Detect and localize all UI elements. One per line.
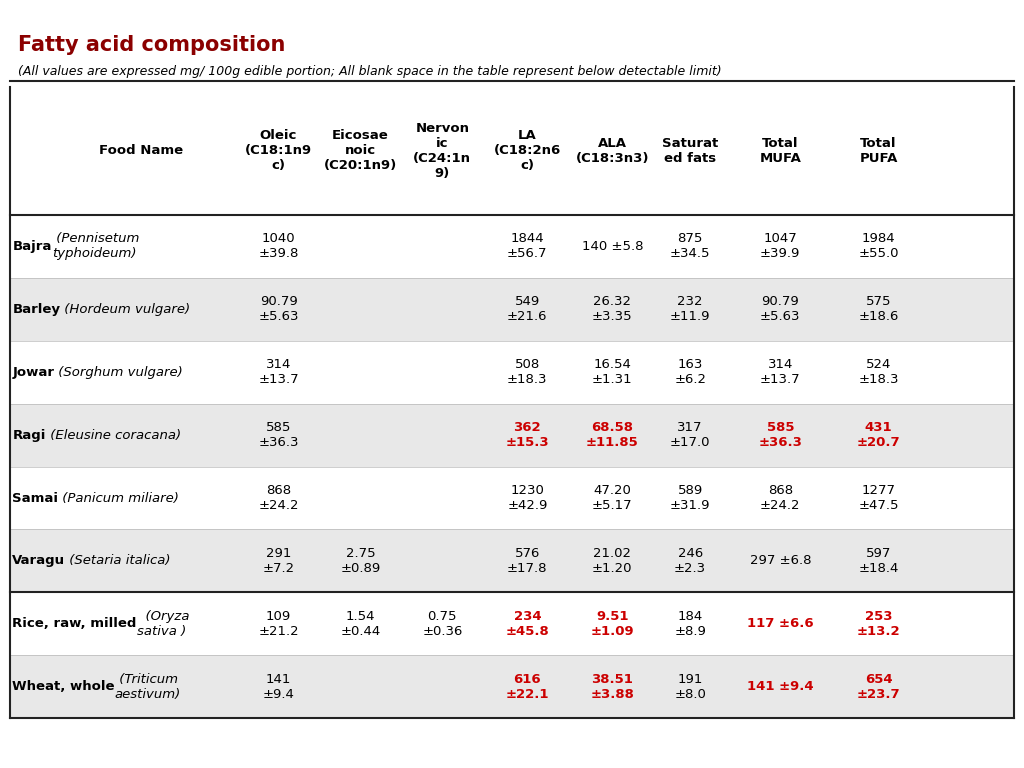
Text: 90.79
±5.63: 90.79 ±5.63 [760, 296, 801, 323]
Text: 589
±31.9: 589 ±31.9 [670, 484, 711, 512]
Text: Total
PUFA: Total PUFA [859, 137, 898, 165]
Text: 9.51
±1.09: 9.51 ±1.09 [591, 610, 634, 637]
FancyBboxPatch shape [10, 592, 1014, 655]
Text: 1984
±55.0: 1984 ±55.0 [858, 233, 899, 260]
FancyBboxPatch shape [10, 404, 1014, 467]
Text: Total
MUFA: Total MUFA [760, 137, 801, 165]
Text: 68.58
±11.85: 68.58 ±11.85 [586, 421, 639, 449]
Text: 90.79
±5.63: 90.79 ±5.63 [258, 296, 299, 323]
Text: (Hordeum vulgare): (Hordeum vulgare) [60, 303, 190, 316]
Text: 26.32
±3.35: 26.32 ±3.35 [592, 296, 633, 323]
Text: 297 ±6.8: 297 ±6.8 [750, 554, 811, 568]
Text: Oleic
(C18:1n9
c): Oleic (C18:1n9 c) [245, 130, 312, 172]
Text: 16.54
±1.31: 16.54 ±1.31 [592, 358, 633, 386]
FancyBboxPatch shape [10, 278, 1014, 341]
Text: 508
±18.3: 508 ±18.3 [507, 358, 548, 386]
Text: 234
±45.8: 234 ±45.8 [506, 610, 549, 637]
Text: Saturat
ed fats: Saturat ed fats [663, 137, 718, 165]
Text: 314
±13.7: 314 ±13.7 [258, 358, 299, 386]
Text: 184
±8.9: 184 ±8.9 [674, 610, 707, 637]
Text: 163
±6.2: 163 ±6.2 [674, 358, 707, 386]
Text: 253
±13.2: 253 ±13.2 [857, 610, 900, 637]
Text: (Oryza
sativa ): (Oryza sativa ) [136, 610, 189, 637]
Text: 549
±21.6: 549 ±21.6 [507, 296, 548, 323]
Text: Jowar: Jowar [12, 366, 54, 379]
Text: Eicosae
noic
(C20:1n9): Eicosae noic (C20:1n9) [324, 130, 397, 172]
Text: 362
±15.3: 362 ±15.3 [506, 421, 549, 449]
Text: 1040
±39.8: 1040 ±39.8 [258, 233, 299, 260]
Text: (Triticum
aestivum): (Triticum aestivum) [115, 673, 181, 700]
Text: Nervon
ic
(C24:1n
9): Nervon ic (C24:1n 9) [414, 122, 471, 180]
Text: 191
±8.0: 191 ±8.0 [674, 673, 707, 700]
Text: 1844
±56.7: 1844 ±56.7 [507, 233, 548, 260]
Text: 21.02
±1.20: 21.02 ±1.20 [592, 547, 633, 575]
Text: 597
±18.4: 597 ±18.4 [858, 547, 899, 575]
Text: 117 ±6.6: 117 ±6.6 [746, 617, 814, 631]
Text: 576
±17.8: 576 ±17.8 [507, 547, 548, 575]
Text: 575
±18.6: 575 ±18.6 [858, 296, 899, 323]
Text: 1047
±39.9: 1047 ±39.9 [760, 233, 801, 260]
Text: Rice, raw, milled: Rice, raw, milled [12, 617, 136, 631]
Text: Samai: Samai [12, 492, 58, 505]
Text: 0.75
±0.36: 0.75 ±0.36 [422, 610, 463, 637]
Text: 868
±24.2: 868 ±24.2 [258, 484, 299, 512]
Text: 314
±13.7: 314 ±13.7 [760, 358, 801, 386]
FancyBboxPatch shape [10, 655, 1014, 718]
FancyBboxPatch shape [10, 341, 1014, 404]
Text: (Setaria italica): (Setaria italica) [66, 554, 171, 568]
Text: 585
±36.3: 585 ±36.3 [258, 421, 299, 449]
Text: 1.54
±0.44: 1.54 ±0.44 [340, 610, 381, 637]
Text: 109
±21.2: 109 ±21.2 [258, 610, 299, 637]
Text: 38.51
±3.88: 38.51 ±3.88 [591, 673, 634, 700]
Text: 1230
±42.9: 1230 ±42.9 [507, 484, 548, 512]
Text: 232
±11.9: 232 ±11.9 [670, 296, 711, 323]
Text: Fatty acid composition: Fatty acid composition [18, 35, 286, 55]
Text: Wheat, whole: Wheat, whole [12, 680, 115, 694]
Text: (Sorghum vulgare): (Sorghum vulgare) [54, 366, 183, 379]
Text: 868
±24.2: 868 ±24.2 [760, 484, 801, 512]
Text: 140 ±5.8: 140 ±5.8 [582, 240, 643, 253]
FancyBboxPatch shape [10, 215, 1014, 278]
FancyBboxPatch shape [10, 529, 1014, 592]
Text: (Eleusine coracana): (Eleusine coracana) [46, 429, 181, 442]
Text: LA
(C18:2n6
c): LA (C18:2n6 c) [494, 130, 561, 172]
Text: 431
±20.7: 431 ±20.7 [857, 421, 900, 449]
FancyBboxPatch shape [10, 467, 1014, 529]
Text: 2.75
±0.89: 2.75 ±0.89 [340, 547, 381, 575]
Text: Barley: Barley [12, 303, 60, 316]
Text: (Pennisetum
typhoideum): (Pennisetum typhoideum) [51, 233, 139, 260]
Text: 524
±18.3: 524 ±18.3 [858, 358, 899, 386]
Text: 141
±9.4: 141 ±9.4 [262, 673, 295, 700]
Text: Bajra: Bajra [12, 240, 51, 253]
Text: 47.20
±5.17: 47.20 ±5.17 [592, 484, 633, 512]
Text: (All values are expressed mg/ 100g edible portion; All blank space in the table : (All values are expressed mg/ 100g edibl… [18, 65, 722, 78]
Text: 141 ±9.4: 141 ±9.4 [746, 680, 814, 694]
Text: 246
±2.3: 246 ±2.3 [674, 547, 707, 575]
Text: (Panicum miliare): (Panicum miliare) [58, 492, 179, 505]
Text: 875
±34.5: 875 ±34.5 [670, 233, 711, 260]
Text: Varagu: Varagu [12, 554, 66, 568]
Text: ALA
(C18:3n3): ALA (C18:3n3) [575, 137, 649, 165]
Text: 1277
±47.5: 1277 ±47.5 [858, 484, 899, 512]
Text: 291
±7.2: 291 ±7.2 [262, 547, 295, 575]
Text: 654
±23.7: 654 ±23.7 [857, 673, 900, 700]
Text: Food Name: Food Name [99, 144, 183, 157]
Text: 616
±22.1: 616 ±22.1 [506, 673, 549, 700]
Text: Ragi: Ragi [12, 429, 46, 442]
Text: 585
±36.3: 585 ±36.3 [759, 421, 802, 449]
Text: 317
±17.0: 317 ±17.0 [670, 421, 711, 449]
